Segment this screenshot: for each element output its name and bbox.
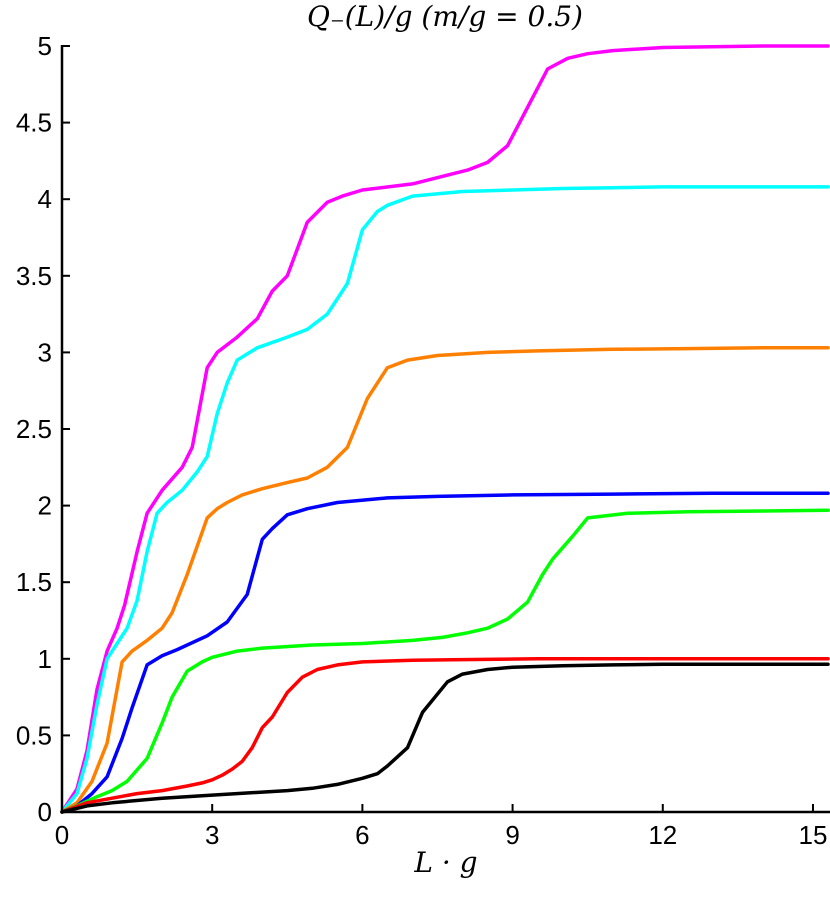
x-tick-label: 3 <box>205 820 219 850</box>
series-line-1 <box>60 185 830 814</box>
series-line-2 <box>60 346 830 814</box>
series-line-6 <box>60 662 830 814</box>
series-line-5 <box>60 657 830 814</box>
y-tick-label: 5 <box>38 31 52 61</box>
y-tick-label: 4 <box>38 184 52 214</box>
y-tick-label: 2 <box>38 491 52 521</box>
series-line-0 <box>60 44 830 814</box>
series-line-3 <box>60 491 830 814</box>
y-tick-label: 0 <box>38 797 52 827</box>
x-axis-label: L · g <box>413 846 477 879</box>
y-tick-label: 4.5 <box>16 108 52 138</box>
y-tick-label: 0.5 <box>16 720 52 750</box>
series-line-4 <box>60 508 830 814</box>
y-tick-label: 3 <box>38 337 52 367</box>
x-tick-label: 15 <box>799 820 828 850</box>
series-layer <box>60 44 830 814</box>
y-tick-label: 2.5 <box>16 414 52 444</box>
chart-title: Q₋(L)/g (m/g = 0.5) <box>307 0 583 33</box>
y-tick-label: 3.5 <box>16 261 52 291</box>
x-tick-label: 0 <box>55 820 69 850</box>
y-tick-label: 1.5 <box>16 567 52 597</box>
y-tick-label: 1 <box>38 644 52 674</box>
x-tick-label: 12 <box>648 820 677 850</box>
x-tick-label: 9 <box>505 820 519 850</box>
ticks-layer: 0 3 6 9 12 15 0 0.5 1 1.5 2 2.5 3 3.5 4 4.5 5 <box>16 31 828 850</box>
x-tick-label: 6 <box>355 820 369 850</box>
